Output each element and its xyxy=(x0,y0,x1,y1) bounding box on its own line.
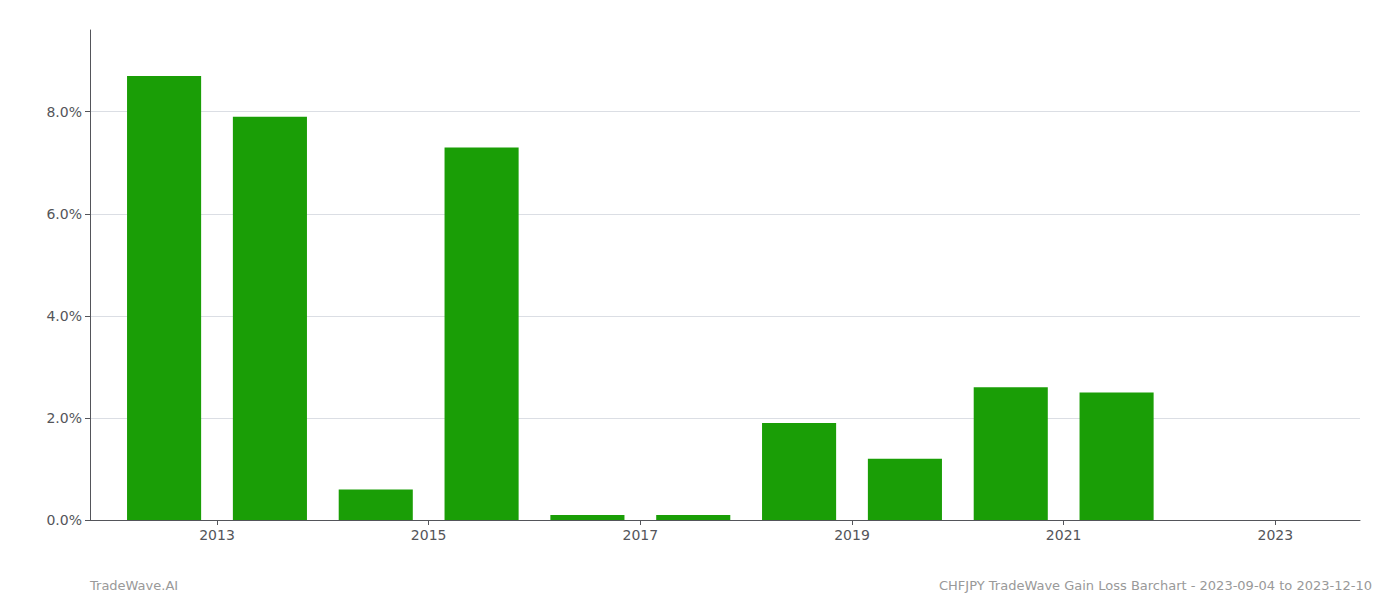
svg-text:4.0%: 4.0% xyxy=(46,308,82,324)
svg-text:TradeWave.AI: TradeWave.AI xyxy=(89,578,178,593)
svg-text:2021: 2021 xyxy=(1046,527,1082,543)
svg-text:2017: 2017 xyxy=(623,527,659,543)
svg-text:2013: 2013 xyxy=(199,527,235,543)
svg-text:CHFJPY TradeWave Gain Loss Bar: CHFJPY TradeWave Gain Loss Barchart - 20… xyxy=(939,578,1372,593)
svg-text:2023: 2023 xyxy=(1258,527,1294,543)
svg-text:2015: 2015 xyxy=(411,527,447,543)
svg-text:0.0%: 0.0% xyxy=(46,512,82,528)
svg-text:6.0%: 6.0% xyxy=(46,206,82,222)
svg-text:2.0%: 2.0% xyxy=(46,410,82,426)
svg-text:2019: 2019 xyxy=(834,527,870,543)
svg-text:8.0%: 8.0% xyxy=(46,104,82,120)
